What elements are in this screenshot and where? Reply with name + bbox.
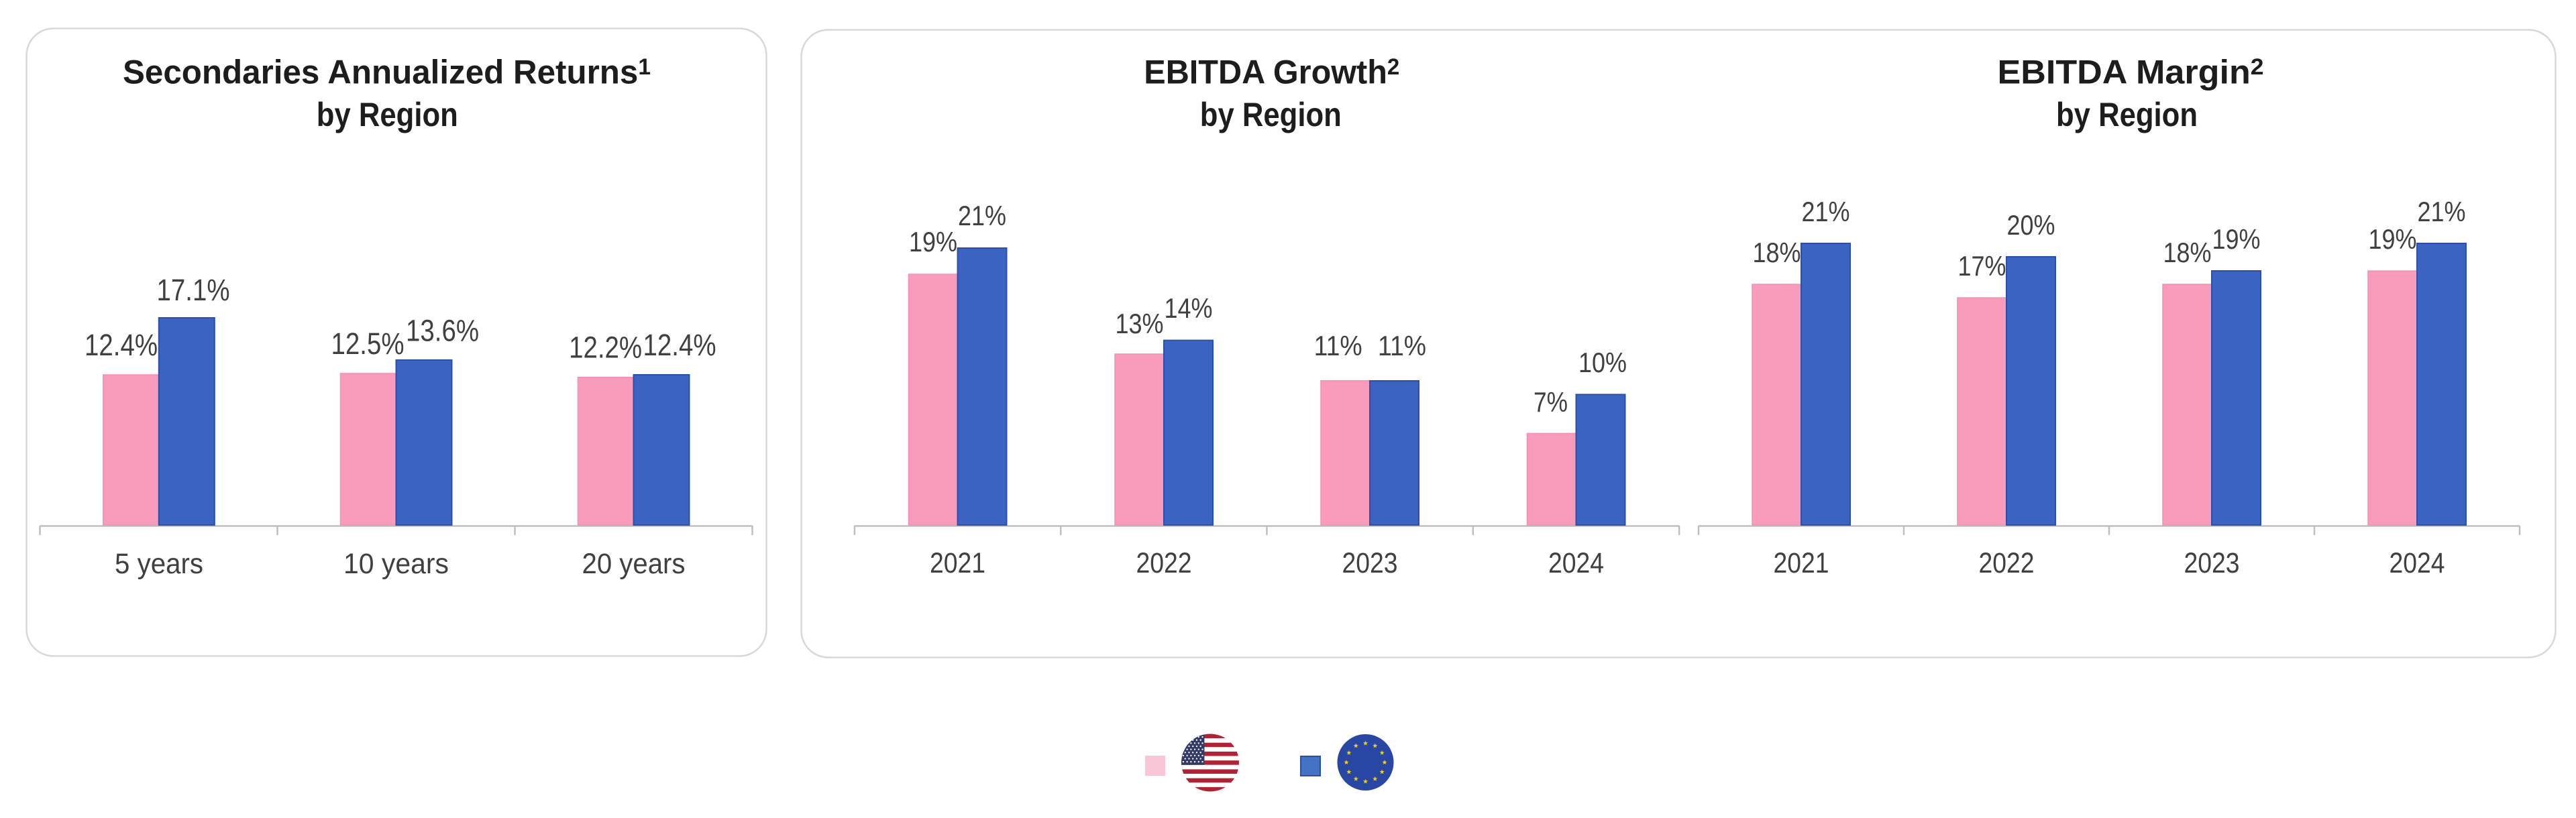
svg-text:2023: 2023 xyxy=(1342,547,1398,579)
svg-text:2021: 2021 xyxy=(1774,547,1829,579)
svg-text:12.4%: 12.4% xyxy=(85,328,158,362)
svg-text:10%: 10% xyxy=(1578,347,1627,378)
svg-text:7%: 7% xyxy=(1534,386,1568,418)
svg-text:17%: 17% xyxy=(1958,250,2006,282)
svg-text:EBITDA Growth2: EBITDA Growth2 xyxy=(1144,54,1399,91)
svg-text:10 years: 10 years xyxy=(343,548,449,580)
svg-text:2022: 2022 xyxy=(1136,547,1192,579)
svg-text:12.2%: 12.2% xyxy=(569,331,642,365)
svg-text:13.6%: 13.6% xyxy=(406,313,479,347)
svg-text:21%: 21% xyxy=(958,200,1006,231)
svg-text:5 years: 5 years xyxy=(115,548,203,580)
svg-text:21%: 21% xyxy=(1802,196,1850,227)
svg-text:13%: 13% xyxy=(1116,308,1164,339)
svg-text:14%: 14% xyxy=(1165,292,1213,324)
svg-text:17.1%: 17.1% xyxy=(157,273,230,307)
svg-text:18%: 18% xyxy=(2163,237,2212,268)
svg-text:2024: 2024 xyxy=(2390,547,2445,579)
svg-text:2022: 2022 xyxy=(1979,547,2035,579)
svg-text:19%: 19% xyxy=(2369,223,2417,255)
svg-text:11%: 11% xyxy=(1314,330,1362,361)
svg-text:2021: 2021 xyxy=(930,547,985,579)
svg-text:18%: 18% xyxy=(1753,237,1801,268)
svg-text:19%: 19% xyxy=(2212,223,2261,255)
svg-text:2024: 2024 xyxy=(1548,547,1604,579)
svg-text:12.4%: 12.4% xyxy=(643,328,716,362)
svg-text:20 years: 20 years xyxy=(582,548,686,580)
svg-text:Secondaries Annualized Returns: Secondaries Annualized Returns1 xyxy=(123,54,651,91)
svg-text:11%: 11% xyxy=(1378,330,1426,361)
svg-text:by Region: by Region xyxy=(317,96,458,133)
svg-text:by Region: by Region xyxy=(1200,96,1342,133)
svg-text:21%: 21% xyxy=(2418,196,2466,227)
svg-text:by Region: by Region xyxy=(2056,96,2198,133)
svg-text:2023: 2023 xyxy=(2184,547,2240,579)
svg-text:19%: 19% xyxy=(909,226,957,257)
svg-text:20%: 20% xyxy=(2007,209,2055,241)
svg-text:12.5%: 12.5% xyxy=(331,327,405,361)
